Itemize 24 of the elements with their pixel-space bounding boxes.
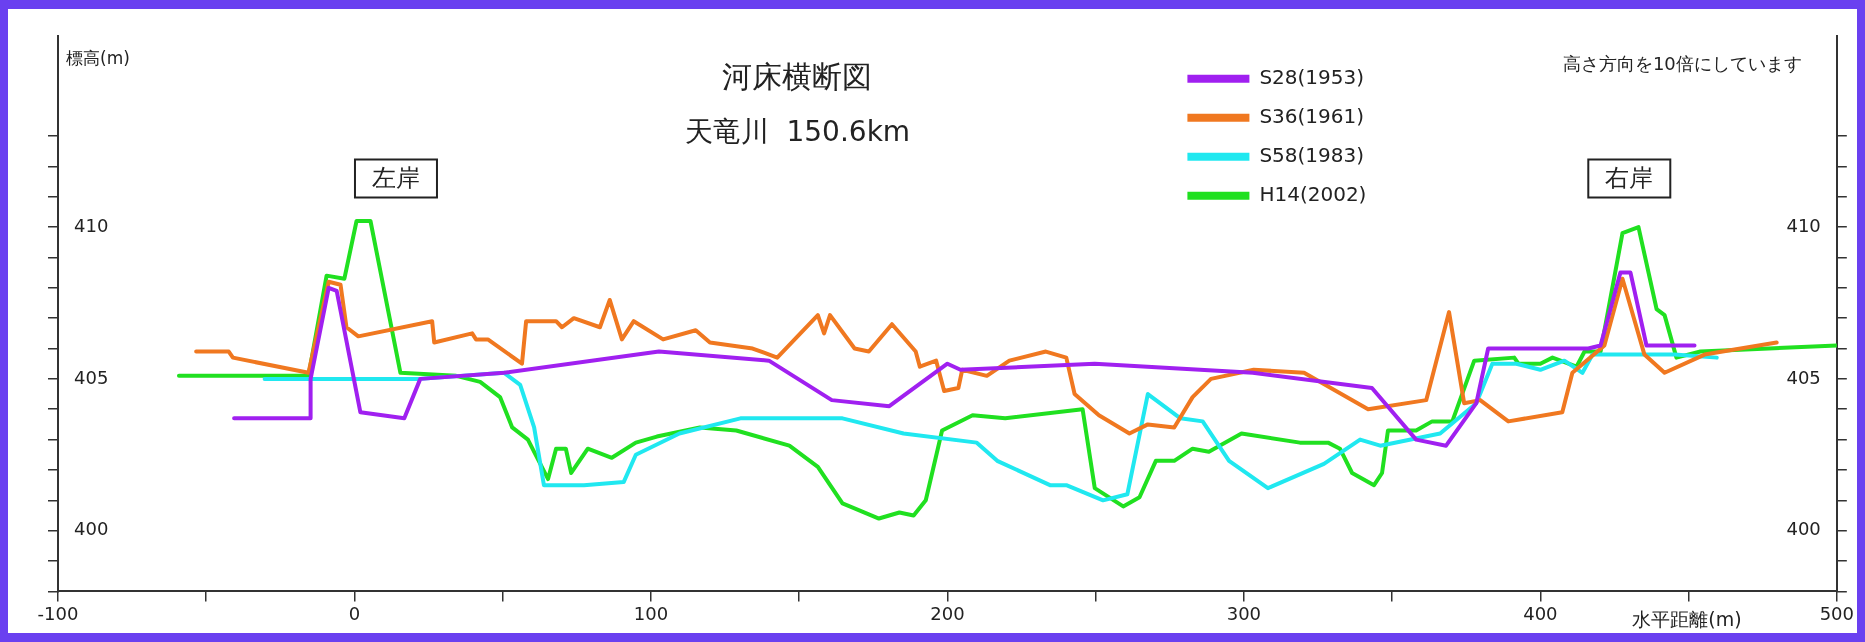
y-tick-label: 400 xyxy=(74,518,109,540)
x-tick-label: 500 xyxy=(1819,602,1854,624)
y-tick-label: 405 xyxy=(74,366,109,388)
text: 天竜川 150.6km xyxy=(684,115,911,149)
x-tick-label: 300 xyxy=(1226,602,1262,624)
y-axis-title: 標高(m) xyxy=(66,48,130,69)
annotation: 高さ方向を10倍にしています xyxy=(1562,53,1802,75)
annotation: 左岸 xyxy=(371,163,420,192)
x-tick-label: 0 xyxy=(348,602,361,624)
legend-label: H14(2002) xyxy=(1259,182,1367,206)
legend-label: S28(1953) xyxy=(1259,65,1365,89)
x-tick-label: 400 xyxy=(1523,602,1558,624)
x-tick-label: -100 xyxy=(37,602,79,624)
text: 河床横断図 xyxy=(722,58,873,94)
y2-tick-label: 410 xyxy=(1786,214,1821,236)
legend-label: S58(1983) xyxy=(1259,143,1365,167)
legend-label: S36(1961) xyxy=(1259,104,1365,128)
annotation: 右岸 xyxy=(1605,163,1654,192)
y-tick-label: 410 xyxy=(74,214,109,236)
x-tick-label: 200 xyxy=(930,602,965,624)
y2-tick-label: 400 xyxy=(1786,518,1821,540)
y2-tick-label: 405 xyxy=(1786,366,1821,388)
x-tick-label: 100 xyxy=(633,602,669,624)
x-axis-title: 水平距離(m) xyxy=(1632,608,1742,631)
